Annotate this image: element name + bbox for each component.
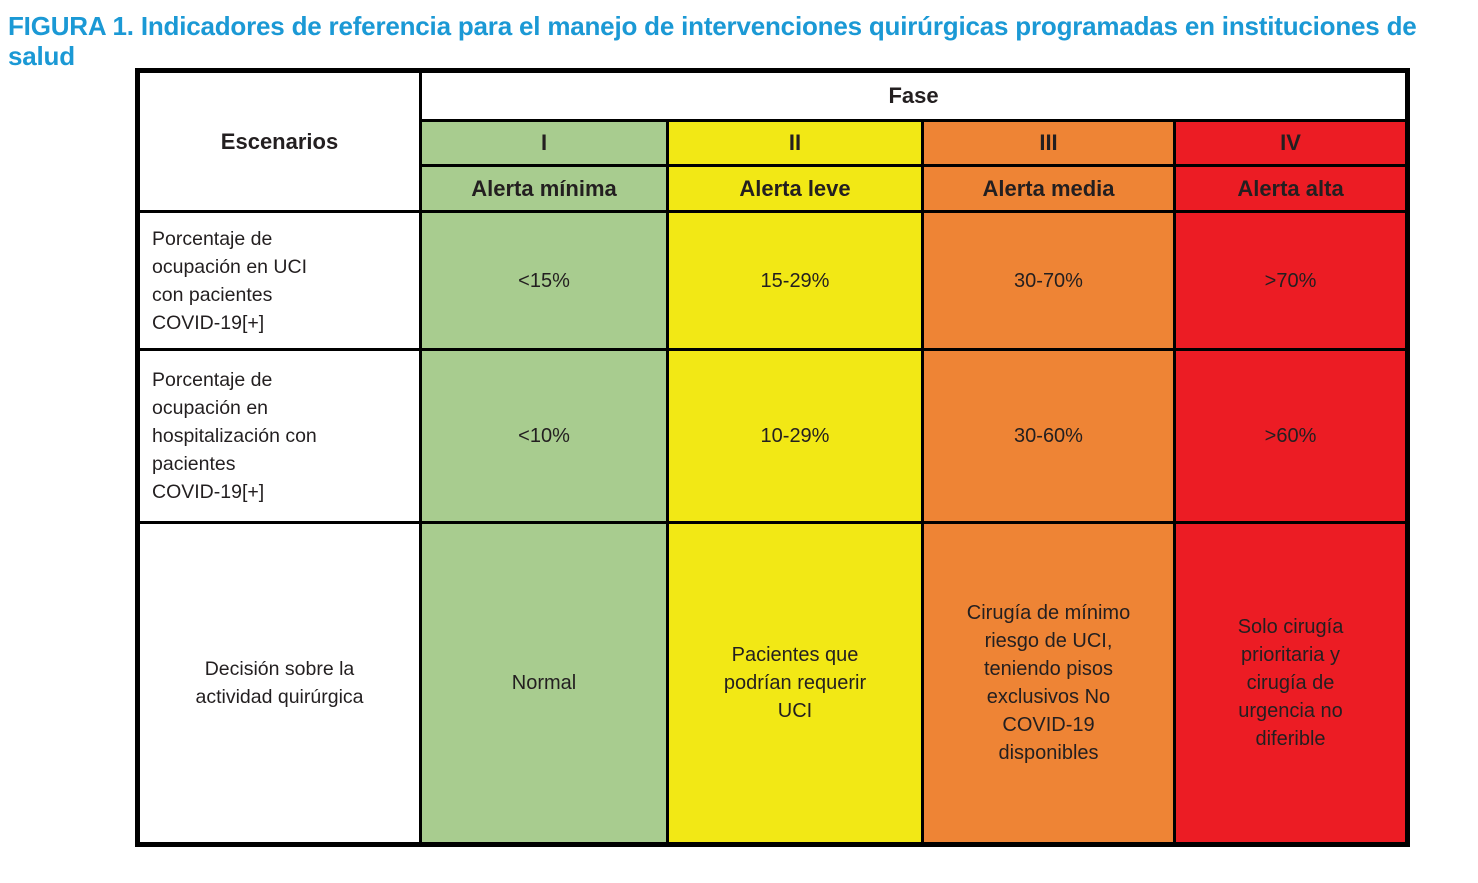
phase-4-numeral-cell: IV	[1172, 119, 1410, 167]
decision-phase3-value: Cirugía de mínimo riesgo de UCI, teniend…	[921, 521, 1176, 846]
uci-phase3-value: 30-70%	[921, 210, 1176, 351]
reference-indicators-table: Escenarios Fase I II III IV Alerta mínim…	[135, 68, 1411, 847]
phase-1-numeral-cell: I	[419, 119, 669, 167]
figure-title: FIGURA 1. Indicadores de referencia para…	[8, 11, 1417, 71]
escenarios-header-cell: Escenarios	[136, 69, 422, 213]
hosp-phase4-value: >60%	[1172, 348, 1410, 524]
alert-leve-cell: Alerta leve	[666, 164, 924, 213]
decision-phase1-value: Normal	[419, 521, 669, 846]
fase-header-row: Escenarios Fase	[136, 69, 1410, 213]
row-label-hospitalization-occupancy: Porcentaje de ocupación en hospitalizaci…	[136, 348, 422, 524]
hospitalization-occupancy-row: Porcentaje de ocupación en hospitalizaci…	[136, 348, 1410, 524]
decision-phase4-value: Solo cirugía prioritaria y cirugía de ur…	[1172, 521, 1410, 846]
alert-alta-cell: Alerta alta	[1172, 164, 1410, 213]
hosp-phase3-value: 30-60%	[921, 348, 1176, 524]
hosp-phase2-value: 10-29%	[666, 348, 924, 524]
hosp-phase1-value: <10%	[419, 348, 669, 524]
decision-phase2-value: Pacientes que podrían requerir UCI	[666, 521, 924, 846]
phase-2-numeral-cell: II	[666, 119, 924, 167]
phase-3-numeral-cell: III	[921, 119, 1176, 167]
alert-minima-cell: Alerta mínima	[419, 164, 669, 213]
uci-phase1-value: <15%	[419, 210, 669, 351]
phase-numeral-row: I II III IV	[138, 119, 1410, 167]
alert-media-cell: Alerta media	[921, 164, 1176, 213]
row-label-surgical-decision: Decisión sobre la actividad quirúrgica	[136, 521, 422, 846]
uci-occupancy-row: Porcentaje de ocupación en UCI con pacie…	[136, 210, 1410, 351]
fase-header-cell: Fase	[418, 69, 1410, 122]
surgical-decision-row: Decisión sobre la actividad quirúrgica N…	[136, 521, 1410, 846]
row-label-uci-occupancy: Porcentaje de ocupación en UCI con pacie…	[136, 210, 422, 351]
uci-phase2-value: 15-29%	[666, 210, 924, 351]
uci-phase4-value: >70%	[1172, 210, 1410, 351]
alert-level-row: Alerta mínima Alerta leve Alerta media A…	[138, 164, 1410, 213]
